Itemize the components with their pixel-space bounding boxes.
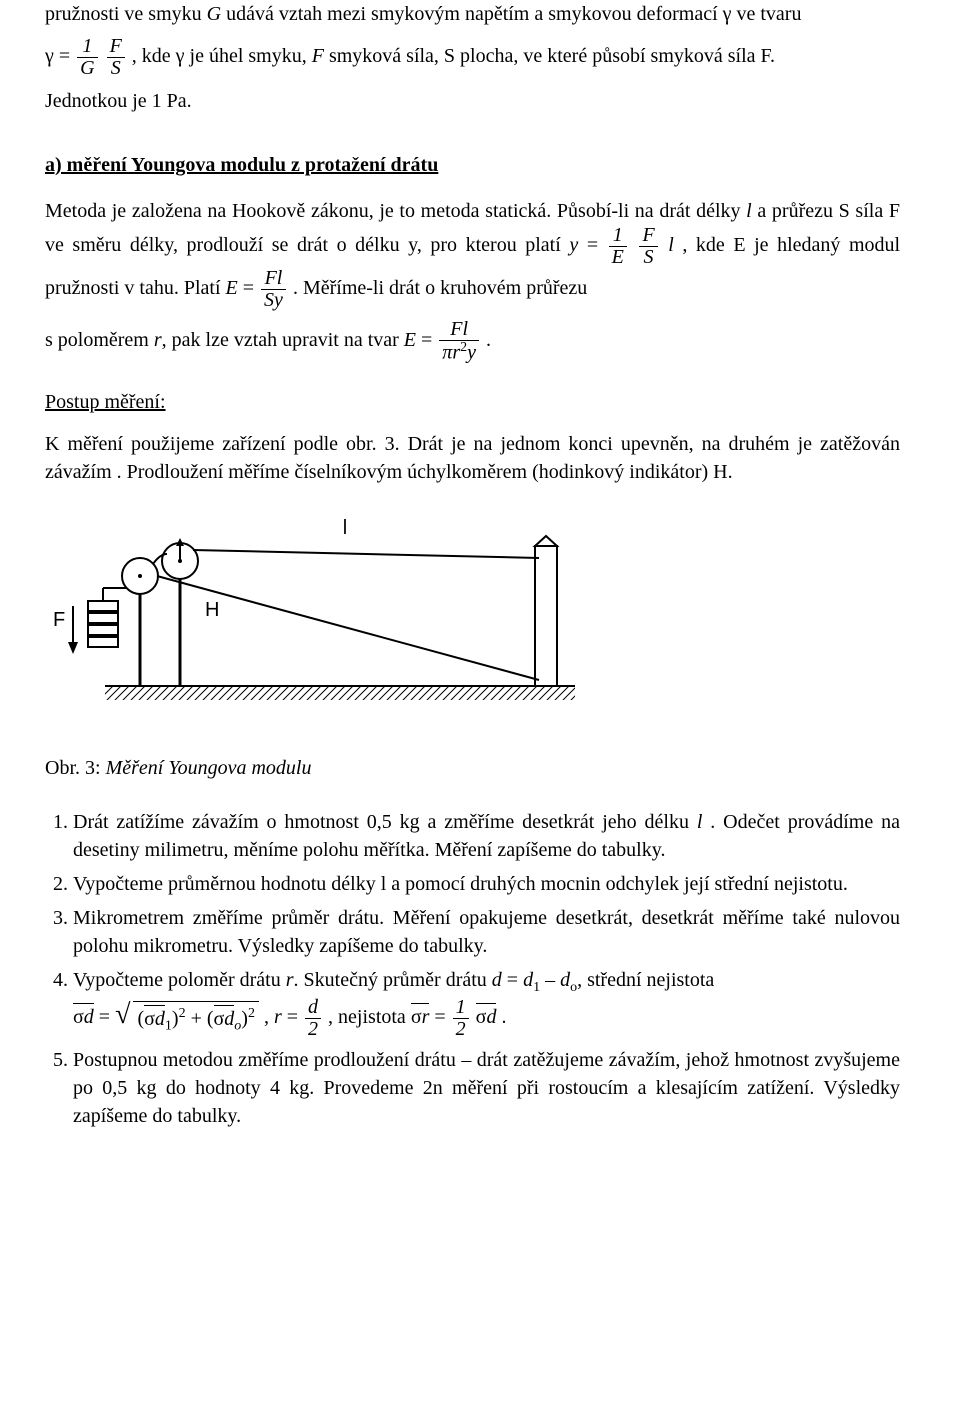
var-G: G — [207, 3, 221, 25]
text: Metoda je založena na Hookově zákonu, je… — [45, 200, 746, 222]
frac-Fl-pir2y: Fl πr2y — [439, 319, 479, 364]
formula-sigma-d: σd = √ (σd1)2 + (σdo)2 , r = d 2 — [73, 1006, 506, 1028]
step-3: Mikrometrem změříme průměr drátu. Měření… — [73, 904, 900, 960]
num: F — [107, 36, 125, 58]
postup-p1: K měření použijeme zařízení podle obr. 3… — [45, 430, 900, 486]
var-F: F — [312, 45, 324, 67]
section-a-heading: a) měření Youngova modulu z protažení dr… — [45, 151, 900, 179]
text: udává vztah mezi smykovým napětím a smyk… — [221, 3, 801, 25]
num: F — [639, 225, 657, 247]
text: , pak lze vztah upravit na tvar — [162, 329, 404, 351]
text: s poloměrem — [45, 329, 154, 351]
figure-3-caption: Obr. 3: Měření Youngova modulu — [45, 754, 900, 782]
num: 1 — [77, 36, 97, 58]
l-after: l — [668, 234, 674, 256]
gamma: γ — [45, 45, 54, 67]
label-F: F — [53, 609, 65, 631]
eq: = — [587, 234, 598, 256]
caption-prefix: Obr. 3: — [45, 757, 101, 779]
intro-unit: Jednotkou je 1 Pa. — [45, 87, 900, 115]
den: S — [107, 58, 125, 79]
num: Fl — [439, 319, 479, 341]
figure-3: l H F — [45, 506, 900, 724]
den: E — [609, 247, 627, 268]
label-H: H — [205, 599, 219, 621]
num: 1 — [609, 225, 627, 247]
intro-paragraph: pružnosti ve smyku G udává vztah mezi sm… — [45, 0, 900, 28]
section-a-p1: Metoda je založena na Hookově zákonu, je… — [45, 197, 900, 311]
text: pružnosti ve smyku — [45, 3, 207, 25]
postup-heading: Postup měření: — [45, 388, 900, 416]
text: , kde γ je úhel smyku, — [132, 45, 312, 67]
formula-y: y = 1 E F S l — [569, 234, 682, 256]
eq: = — [421, 329, 432, 351]
formula-E: E = Fl Sy — [226, 277, 293, 299]
page-root: pružnosti ve smyku G udává vztah mezi sm… — [0, 0, 960, 1408]
step-5: Postupnou metodou změříme prodloužení dr… — [73, 1046, 900, 1130]
E: E — [404, 329, 416, 351]
den: S — [639, 247, 657, 268]
eq: = — [59, 45, 70, 67]
frac-Fl-Sy: Fl Sy — [261, 268, 286, 311]
frac-F-S: F S — [107, 36, 125, 79]
step-2: Vypočteme průměrnou hodnotu délky l a po… — [73, 870, 900, 898]
text: smyková síla, S plocha, ve které působí … — [324, 45, 775, 67]
gamma-formula: γ = 1 G F S — [45, 45, 132, 67]
step-1: Drát zatížíme závažím o hmotnost 0,5 kg … — [73, 808, 900, 864]
step-4: Vypočteme poloměr drátu r. Skutečný prům… — [73, 966, 900, 1041]
text: Drát zatížíme závažím o hmotnost 0,5 kg … — [73, 811, 900, 861]
steps-list: Drát zatížíme závažím o hmotnost 0,5 kg … — [45, 808, 900, 1131]
frac-F-S: F S — [639, 225, 657, 268]
den: Sy — [261, 290, 286, 311]
caption-text: Měření Youngova modulu — [106, 757, 312, 779]
var-r: r — [154, 329, 162, 351]
num: Fl — [261, 268, 286, 290]
frac-1-G: 1 G — [77, 36, 97, 79]
y: y — [569, 234, 578, 256]
frac-1-E: 1 E — [609, 225, 627, 268]
eq: = — [243, 277, 254, 299]
label-l: l — [343, 517, 347, 539]
section-a-p2: s poloměrem r, pak lze vztah upravit na … — [45, 319, 900, 364]
E: E — [226, 277, 238, 299]
intro-formula-line: γ = 1 G F S , kde γ je úhel smyku, F smy… — [45, 36, 900, 79]
text: . Měříme-li drát o kruhovém průřezu — [293, 277, 587, 299]
figure-svg: l H F — [45, 506, 585, 716]
dot: . — [486, 329, 491, 351]
den: G — [77, 58, 97, 79]
text: Vypočteme poloměr drátu r. Skutečný prům… — [73, 969, 714, 991]
den: πr2y — [439, 341, 479, 364]
formula-E2: E = Fl πr2y — [404, 329, 486, 351]
